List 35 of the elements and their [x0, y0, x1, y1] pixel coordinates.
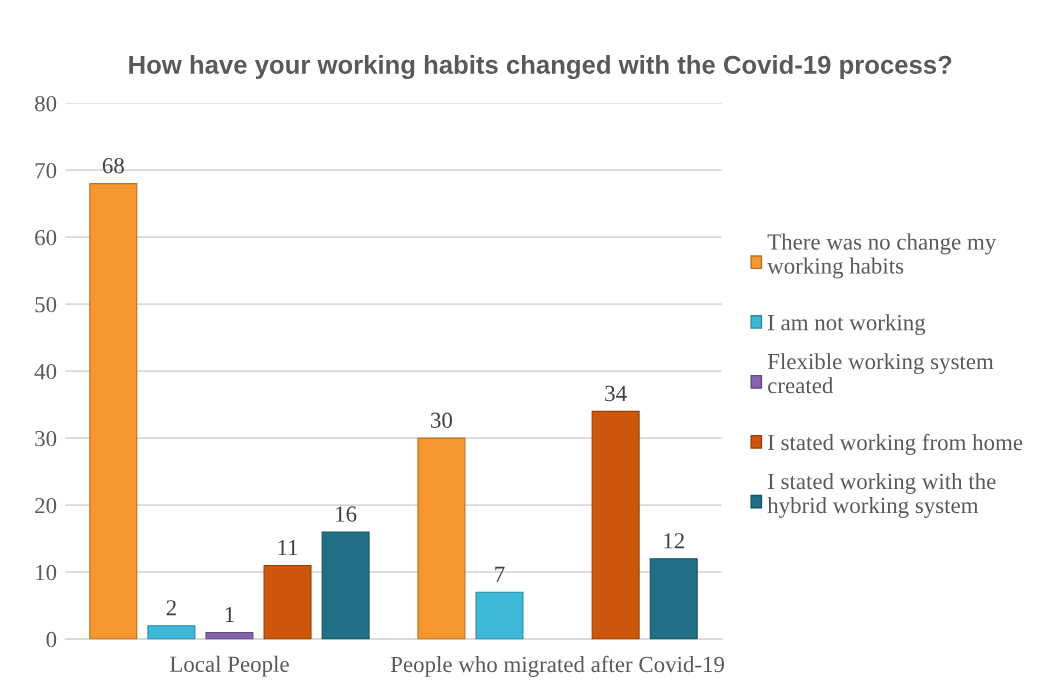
- x-tick-label: People who migrated after Covid-19: [390, 655, 725, 677]
- y-tick-label: 70: [35, 162, 57, 179]
- y-tick-label: 60: [35, 229, 57, 246]
- y-tick-label: 20: [35, 497, 57, 514]
- data-label: 34: [605, 385, 627, 402]
- data-label: 16: [336, 506, 357, 522]
- bar: [321, 531, 370, 640]
- y-tick-label: 30: [35, 430, 57, 447]
- chart-title: How have your working habits changed with the Covid-19 process?: [129, 55, 952, 80]
- y-tick-label: 10: [36, 564, 57, 581]
- y-tick-label: 0: [46, 631, 57, 648]
- bar: [649, 558, 698, 640]
- y-tick-label: 80: [35, 95, 57, 112]
- bar: [89, 183, 138, 640]
- legend-label: I am not working: [768, 314, 926, 336]
- x-tick-label: Local People: [169, 655, 289, 677]
- bar: [417, 437, 466, 640]
- legend-label: Flexible working system created: [767, 353, 994, 394]
- bar: [475, 591, 524, 640]
- legend-label: There was no change my working habits: [767, 233, 997, 279]
- y-tick-label: 40: [34, 363, 57, 380]
- bar: [591, 410, 640, 640]
- bar: [147, 625, 196, 640]
- data-label: 2: [166, 600, 176, 616]
- data-label: 1: [225, 606, 234, 623]
- legend-label: I stated working with the hybrid working system: [767, 473, 996, 518]
- data-label: 7: [495, 566, 505, 582]
- legend-label: I stated working from home: [768, 433, 1023, 455]
- bar: [263, 564, 312, 640]
- data-label: 11: [278, 539, 298, 556]
- bar: [205, 631, 254, 640]
- data-label: 68: [102, 157, 124, 174]
- data-label: 30: [431, 412, 452, 428]
- y-tick-label: 50: [35, 296, 57, 313]
- data-label: 12: [664, 533, 684, 549]
